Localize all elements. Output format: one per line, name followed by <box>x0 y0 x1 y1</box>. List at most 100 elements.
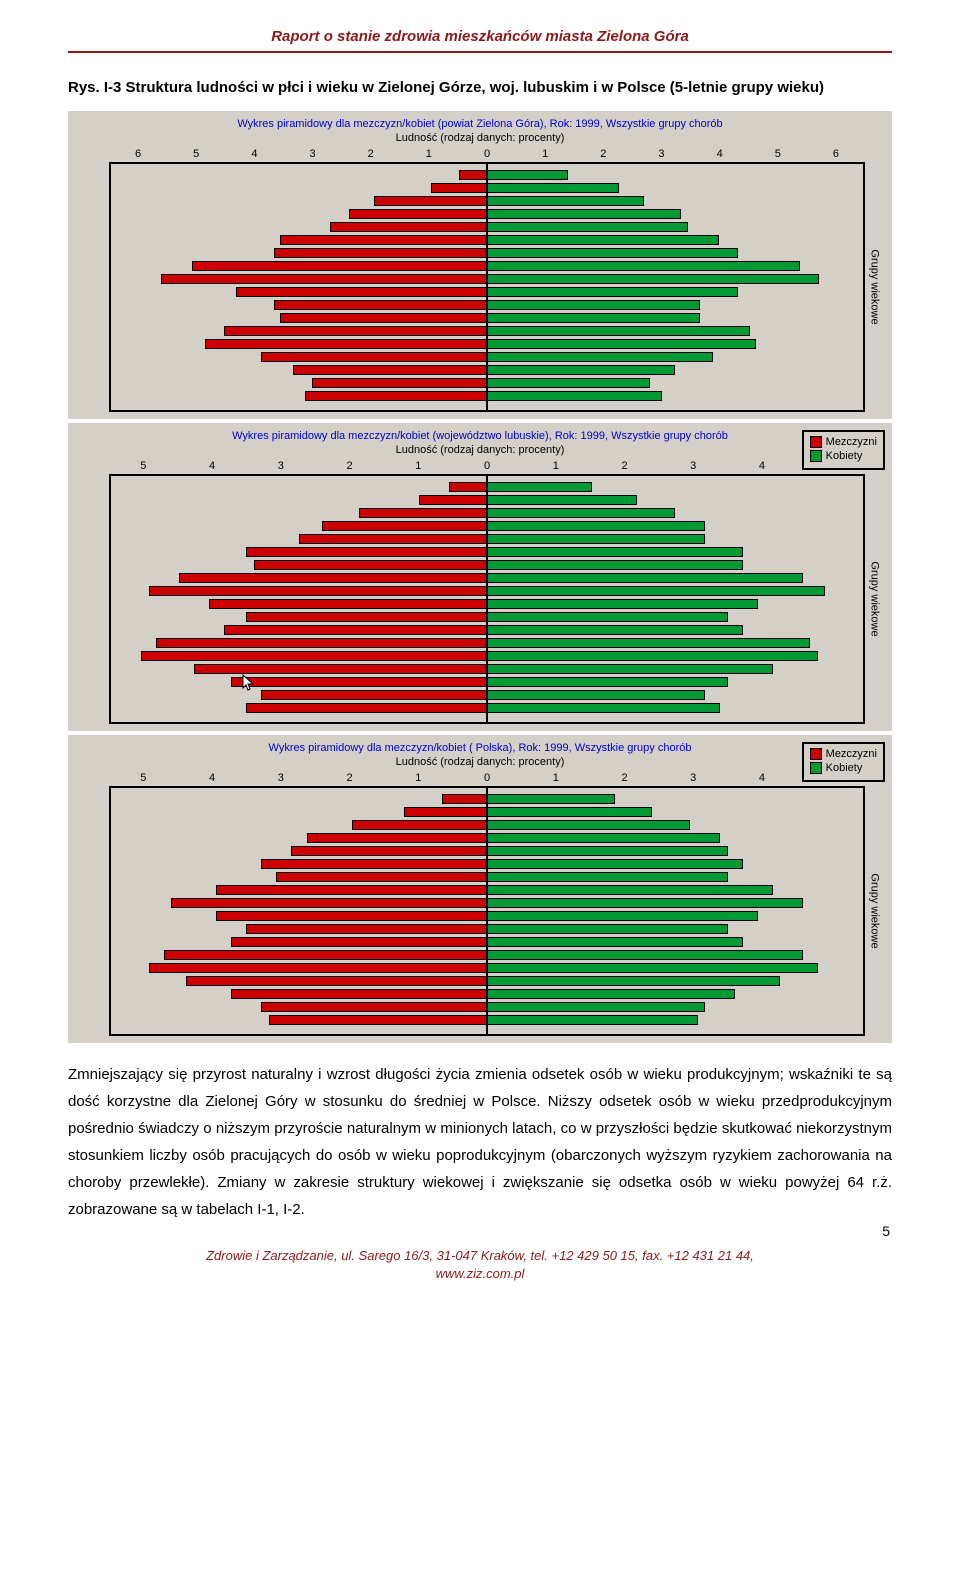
chart-subtitle: Ludność (rodzaj danych: procenty) <box>75 444 885 456</box>
legend: MezczyzniKobiety <box>802 430 885 470</box>
bar-male <box>459 170 487 180</box>
plot-area: Grupy wiekowe <box>75 786 885 1036</box>
x-tick: 5 <box>109 772 178 784</box>
bar-male <box>156 638 487 648</box>
chart-title: Wykres piramidowy dla mezczyzn/kobiet ( … <box>75 742 885 754</box>
x-tick: 0 <box>453 460 522 472</box>
bar-female <box>487 807 652 817</box>
bar-female <box>487 586 825 596</box>
bar-male <box>374 196 487 206</box>
bar-female <box>487 300 700 310</box>
plot-box <box>109 786 865 1036</box>
bar-female <box>487 677 728 687</box>
x-tick: 1 <box>384 460 453 472</box>
bar-female <box>487 274 819 284</box>
plot-box <box>109 162 865 412</box>
bar-female <box>487 365 675 375</box>
bar-female <box>487 937 743 947</box>
x-tick: 3 <box>246 460 315 472</box>
bar-female <box>487 651 818 661</box>
bar-male <box>431 183 487 193</box>
bar-male <box>246 924 487 934</box>
bar-female <box>487 170 568 180</box>
bar-male <box>224 326 487 336</box>
x-tick: 2 <box>315 772 384 784</box>
bar-female <box>487 599 758 609</box>
bar-male <box>246 612 487 622</box>
legend-swatch <box>810 450 822 462</box>
bar-male <box>216 911 487 921</box>
bar-female <box>487 235 719 245</box>
bar-male <box>291 846 487 856</box>
x-tick: 4 <box>225 148 283 160</box>
legend-swatch <box>810 436 822 448</box>
bar-male <box>322 521 487 531</box>
x-tick: 5 <box>749 148 807 160</box>
chart-subtitle: Ludność (rodzaj danych: procenty) <box>75 132 885 144</box>
bar-male <box>276 872 487 882</box>
bar-female <box>487 703 720 713</box>
bar-female <box>487 508 675 518</box>
x-tick: 4 <box>728 460 797 472</box>
legend-swatch <box>810 748 822 760</box>
bar-male <box>449 482 487 492</box>
bar-male <box>161 274 487 284</box>
bar-female <box>487 534 705 544</box>
bar-female <box>487 924 728 934</box>
x-tick: 2 <box>342 148 400 160</box>
bar-female <box>487 1015 698 1025</box>
bar-male <box>404 807 487 817</box>
bar-female <box>487 690 705 700</box>
bar-female <box>487 339 756 349</box>
bar-female <box>487 911 758 921</box>
x-tick: 1 <box>384 772 453 784</box>
bar-male <box>171 898 487 908</box>
bar-female <box>487 794 615 804</box>
body-paragraph: Zmniejszający się przyrost naturalny i w… <box>68 1061 892 1223</box>
plot-area: Grupy wiekowe <box>75 162 885 412</box>
chart-title: Wykres piramidowy dla mezczyzn/kobiet (w… <box>75 430 885 442</box>
bar-male <box>246 703 487 713</box>
bar-male <box>442 794 487 804</box>
bar-male <box>231 989 487 999</box>
bar-female <box>487 612 728 622</box>
page-number: 5 <box>68 1223 892 1239</box>
bar-female <box>487 573 803 583</box>
bar-male <box>231 677 487 687</box>
x-tick: 4 <box>178 460 247 472</box>
bar-male <box>261 1002 487 1012</box>
bar-male <box>312 378 487 388</box>
legend-label: Mezczyzni <box>826 436 877 448</box>
x-tick: 1 <box>400 148 458 160</box>
bar-female <box>487 976 780 986</box>
bar-female <box>487 859 743 869</box>
bar-male <box>231 937 487 947</box>
x-tick: 1 <box>521 772 590 784</box>
y-axis-label: Grupy wiekowe <box>869 561 881 636</box>
x-tick: 0 <box>458 148 516 160</box>
y-axis-label: Grupy wiekowe <box>869 249 881 324</box>
bar-male <box>261 352 487 362</box>
bar-female <box>487 885 773 895</box>
legend: MezczyzniKobiety <box>802 742 885 782</box>
chart-title: Wykres piramidowy dla mezczyzn/kobiet (p… <box>75 118 885 130</box>
bar-female <box>487 222 688 232</box>
bar-male <box>280 235 487 245</box>
bar-male <box>164 950 487 960</box>
legend-item: Mezczyzni <box>810 748 877 760</box>
x-tick: 1 <box>516 148 574 160</box>
bar-male <box>216 885 487 895</box>
center-axis-line <box>486 164 488 410</box>
legend-item: Mezczyzni <box>810 436 877 448</box>
bar-female <box>487 391 662 401</box>
bar-female <box>487 820 690 830</box>
bar-male <box>274 248 487 258</box>
bar-male <box>280 313 487 323</box>
x-tick: 1 <box>521 460 590 472</box>
bar-female <box>487 950 803 960</box>
x-tick: 3 <box>283 148 341 160</box>
plot-box <box>109 474 865 724</box>
bar-male <box>192 261 487 271</box>
x-tick: 2 <box>315 460 384 472</box>
bar-female <box>487 1002 705 1012</box>
